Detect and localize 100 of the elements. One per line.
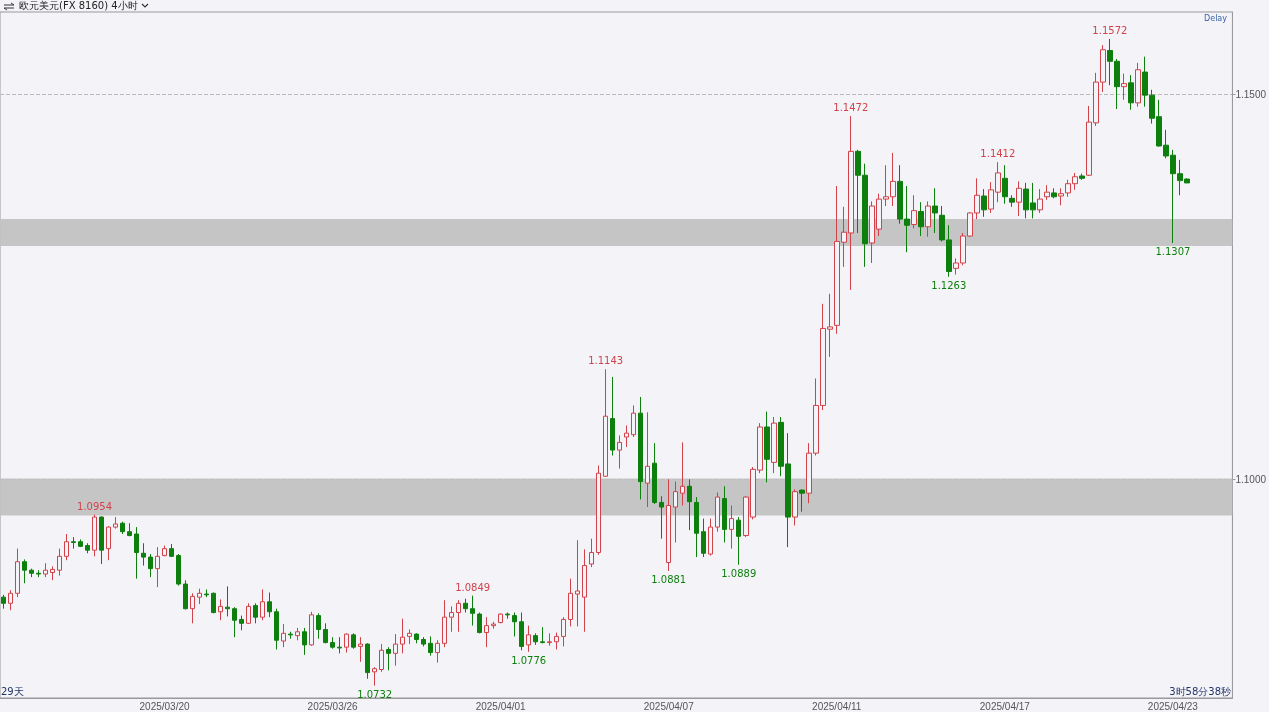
candlestick	[274, 608, 279, 650]
candlestick	[1009, 194, 1015, 208]
candlestick	[414, 632, 419, 644]
annotation: 1.1263	[931, 279, 967, 291]
candlestick	[491, 621, 496, 630]
candlestick	[309, 611, 314, 647]
candlestick	[183, 579, 188, 610]
candlestick	[211, 592, 216, 614]
x-tick-label: 2025/04/07	[643, 700, 695, 712]
candlestick	[239, 615, 244, 631]
candlestick	[645, 411, 650, 508]
candlestick	[400, 618, 405, 654]
x-tick-label: 2025/03/26	[307, 700, 359, 712]
candlestick	[1128, 74, 1134, 111]
candlestick	[127, 522, 132, 537]
candlestick	[680, 441, 685, 507]
candlestick	[169, 543, 174, 558]
candlestick	[554, 632, 559, 650]
candlestick	[771, 416, 777, 474]
candlestick	[638, 396, 643, 500]
candlestick	[204, 588, 209, 598]
candlestick	[57, 548, 62, 577]
candlestick	[1079, 173, 1085, 181]
candlestick	[1037, 188, 1043, 214]
candlestick	[1, 594, 6, 610]
candlestick	[113, 516, 118, 530]
candlestick	[708, 518, 713, 557]
candlestick	[288, 631, 293, 640]
candlestick	[687, 478, 692, 531]
candlestick	[176, 553, 181, 587]
candlestick	[918, 201, 924, 237]
candlestick	[141, 542, 146, 567]
candlestick	[582, 548, 587, 633]
candlestick	[442, 599, 447, 648]
candlestick	[351, 632, 356, 650]
x-tick-label: 2025/03/20	[139, 700, 191, 712]
candlestick	[393, 633, 398, 667]
candlestick	[379, 643, 384, 673]
candlestick	[610, 376, 615, 456]
candlestick	[764, 411, 770, 483]
candlestick	[659, 495, 664, 540]
candlestick	[792, 488, 798, 527]
candlestick	[596, 464, 601, 556]
candlestick	[911, 194, 917, 229]
candlestick	[589, 538, 594, 568]
annotation: 1.0889	[721, 567, 757, 579]
y-tick-label: 1.1500	[1235, 88, 1267, 100]
candlestick	[568, 578, 573, 627]
candlestick	[526, 625, 531, 653]
x-tick-label: 2025/04/17	[979, 700, 1031, 712]
candlestick	[1121, 73, 1127, 101]
annotation: 1.0732	[357, 688, 393, 700]
candlestick	[463, 598, 468, 614]
candlestick	[477, 612, 482, 634]
candlestick	[225, 585, 230, 617]
candlestick	[498, 612, 503, 624]
candlestick	[603, 368, 608, 478]
candlestick	[428, 635, 433, 657]
annotation: 1.1412	[980, 148, 1016, 160]
candlestick	[344, 632, 349, 654]
candlestick	[330, 636, 335, 650]
candlestick	[316, 612, 321, 640]
annotation: 1.0776	[511, 654, 547, 666]
candlestick	[407, 628, 412, 645]
candlestick	[925, 200, 931, 238]
candlestick	[575, 539, 580, 627]
candlestick	[470, 595, 475, 627]
candlestick	[449, 605, 454, 633]
candlestick	[561, 616, 566, 647]
candlestick	[456, 599, 461, 633]
candlestick	[155, 546, 160, 588]
candlestick	[92, 514, 97, 557]
y-tick-label: 1.1000	[1235, 473, 1267, 485]
candlestick	[295, 627, 300, 641]
candlestick	[43, 562, 48, 578]
annotation: 1.1307	[1155, 245, 1191, 257]
candlestick	[260, 588, 265, 621]
candlestick	[666, 478, 671, 572]
candlestick	[435, 639, 440, 664]
annotation: 3时58分38秒	[1169, 685, 1231, 697]
x-tick-label: 2025/04/11	[812, 700, 862, 712]
candlestick	[267, 592, 272, 618]
candlestick	[799, 488, 805, 513]
annotation: 1.0881	[651, 573, 687, 585]
candlestick	[50, 565, 55, 581]
candlestick	[1051, 187, 1057, 199]
x-tick-label: 2025/04/01	[475, 700, 527, 712]
candlestick	[1016, 180, 1022, 217]
candlestick	[540, 626, 545, 644]
annotation: 29天	[1, 685, 24, 697]
candlestick	[22, 558, 27, 584]
candlestick	[624, 424, 629, 448]
candlestick	[337, 636, 342, 654]
annotation: 1.1472	[833, 101, 869, 113]
candlestick	[85, 542, 90, 554]
candlestick	[323, 622, 328, 644]
x-tick-label: 2025/04/23	[1147, 700, 1199, 712]
candlestick	[722, 485, 727, 543]
candlestick	[1044, 184, 1050, 201]
annotation: 1.0849	[455, 581, 491, 593]
